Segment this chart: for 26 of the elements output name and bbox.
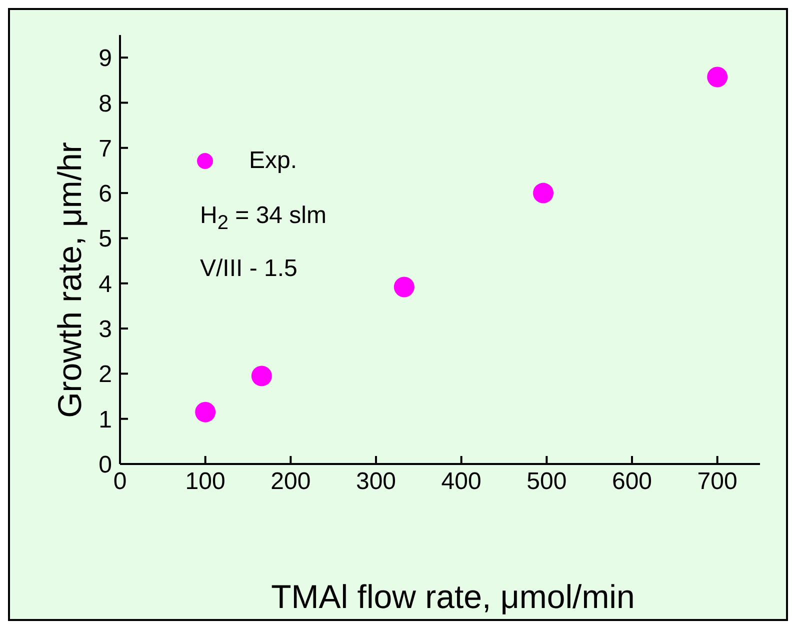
y-tick-label: 2 [98, 361, 112, 388]
y-tick-label: 8 [98, 90, 112, 118]
legend-label: Exp. [249, 147, 298, 175]
point [251, 366, 272, 386]
point [707, 66, 728, 88]
y-axis-title: Growth rate, μm/hr [51, 142, 89, 418]
y-tick-label: 5 [98, 226, 112, 253]
x-tick-label: 200 [270, 468, 311, 496]
annotation: V/III - 1.5 [200, 254, 298, 284]
point [394, 276, 414, 298]
x-tick-label: 500 [526, 468, 567, 496]
y-tick-label: 3 [98, 316, 112, 344]
x-tick-label: 600 [612, 468, 652, 496]
x-tick-label: 100 [185, 468, 226, 496]
x-axis-title: TMAl flow rate, μmol/min [270, 577, 636, 617]
y-tick-label: 4 [98, 270, 112, 298]
x-tick-label: 400 [441, 468, 482, 496]
point [195, 402, 216, 422]
y-tick-label: 7 [98, 135, 112, 162]
x-tick-label: 700 [697, 468, 738, 496]
y-tick-label: 1 [98, 406, 112, 434]
point [533, 182, 554, 204]
y-tick-label: 9 [98, 45, 112, 72]
y-tick-label: 6 [98, 180, 112, 208]
x-tick-label: 300 [356, 468, 396, 496]
annotation: H$_{2}$ = 34 slm [200, 201, 327, 236]
